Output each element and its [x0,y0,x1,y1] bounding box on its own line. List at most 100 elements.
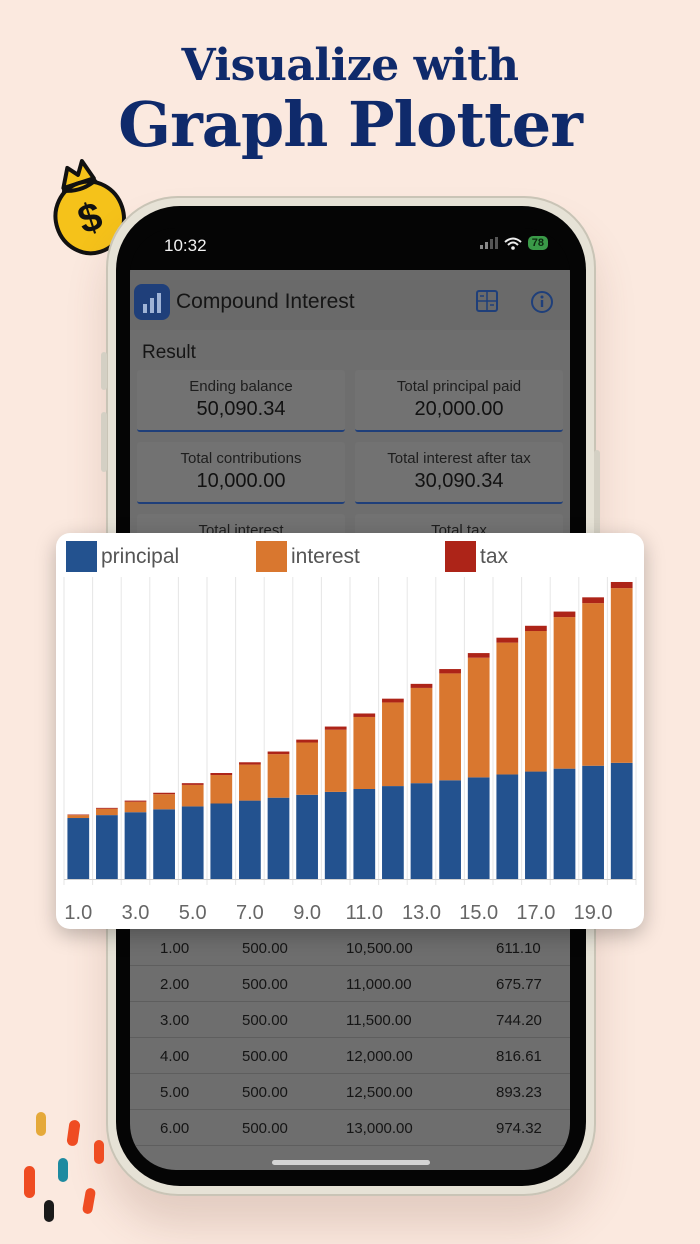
legend-item-interest: interest [256,541,360,572]
table-row[interactable]: 1.00 500.00 10,500.00 611.10 [130,930,570,966]
x-tick-label: 5.0 [179,902,207,924]
bar-principal-8 [267,797,290,879]
bar-interest-12 [382,702,404,787]
bar-tax-1 [67,814,90,816]
x-tick-label: 15.0 [459,902,498,924]
bar-tax-13 [410,683,433,688]
bar-interest-20 [610,588,633,763]
chart-plot-area: 1.0 3.0 5.0 7.0 9.0 11.0 13.0 15.0 17.0 19.0 [63,577,637,924]
x-tick-label: 19.0 [574,902,613,924]
home-indicator[interactable] [272,1160,430,1165]
headline-line-2: Graph Plotter [118,88,583,161]
decor-dash [58,1158,68,1182]
result-section-title: Result [142,342,196,363]
bar-interest-8 [267,754,290,798]
cell-year: 1.00 [160,940,190,957]
info-icon[interactable] [530,290,554,314]
bar-interest-11 [353,716,376,789]
cell-principal: 11,500.00 [346,1012,412,1029]
table-row[interactable]: 4.00 500.00 12,000.00 816.61 [130,1038,570,1074]
x-tick-label: 11.0 [346,902,383,924]
cell-year: 2.00 [160,976,190,993]
bar-tax-6 [210,773,233,776]
cell-contribution: 500.00 [242,1120,288,1137]
bar-interest-5 [181,784,204,807]
bar-principal-11 [353,788,376,879]
cell-year: 3.00 [160,1012,190,1029]
legend-swatch-interest [256,541,287,572]
bar-principal-9 [296,794,318,879]
cell-principal: 11,000.00 [346,976,412,993]
battery-icon: 78 [527,236,548,250]
decor-dash [24,1166,35,1198]
cell-interest: 893.23 [496,1084,542,1101]
bar-interest-19 [582,603,604,766]
result-card-interest-after-tax: Total interest after tax 30,090.34 [355,442,563,504]
card-value: 10,000.00 [196,470,286,492]
legend-swatch-tax [445,541,476,572]
wifi-icon [504,237,522,250]
bar-interest-3 [124,801,147,813]
bar-principal-17 [525,771,547,879]
decor-dash [66,1119,81,1147]
bar-tax-11 [353,713,376,717]
legend-label: principal [101,544,180,568]
cell-principal: 12,000.00 [346,1048,413,1065]
cell-contribution: 500.00 [242,976,288,993]
status-time: 10:32 [164,236,207,255]
chart-legend: principal interest tax [66,541,636,573]
decor-dash [36,1112,46,1136]
cell-principal: 12,500.00 [346,1084,413,1101]
app-bar: Compound Interest [130,270,570,330]
bar-interest-17 [525,631,547,772]
card-value: 20,000.00 [414,398,504,420]
cell-contribution: 500.00 [242,1048,288,1065]
card-label: Total contributions [180,450,302,467]
x-tick-label: 7.0 [236,902,264,924]
result-card-total-principal: Total principal paid 20,000.00 [355,370,563,432]
bar-tax-16 [496,637,519,643]
bar-tax-5 [181,783,204,785]
bar-interest-4 [153,794,175,810]
bar-tax-15 [467,653,490,658]
status-icons: 78 [479,236,548,250]
bar-tax-2 [96,807,118,809]
cell-interest: 675.77 [496,976,542,993]
headline-line-1: Visualize with [181,40,520,91]
phone-side-button [101,352,107,390]
bar-interest-2 [96,808,118,816]
x-tick-label: 3.0 [122,902,150,924]
bar-interest-18 [553,617,576,769]
bar-principal-1 [67,818,90,879]
table-row[interactable]: 3.00 500.00 11,500.00 744.20 [130,1002,570,1038]
bar-tax-9 [296,739,318,743]
headline: Visualize with Graph Plotter [0,40,700,158]
legend-label: tax [480,544,509,568]
legend-item-tax: tax [445,541,508,572]
cell-contribution: 500.00 [242,940,288,957]
bar-principal-19 [582,765,604,879]
bar-principal-14 [439,780,461,879]
table-row[interactable]: 5.00 500.00 12,500.00 893.23 [130,1074,570,1110]
legend-swatch-principal [66,541,97,572]
legend-item-principal: principal [66,541,179,572]
bar-interest-7 [239,764,261,801]
phone-side-button [594,450,600,540]
bar-tax-19 [582,597,604,604]
bar-tax-4 [153,792,175,795]
table-row[interactable]: 6.00 500.00 13,000.00 974.32 [130,1110,570,1146]
bar-interest-9 [296,742,318,795]
bar-tax-18 [553,611,576,618]
bar-interest-10 [324,729,347,792]
bar-tax-3 [124,800,147,802]
x-tick-label: 17.0 [516,902,555,924]
table-row[interactable]: 2.00 500.00 11,000.00 675.77 [130,966,570,1002]
bar-principal-3 [124,812,147,879]
result-card-ending-balance: Ending balance 50,090.34 [137,370,345,432]
bar-interest-15 [467,657,490,778]
cell-interest: 744.20 [496,1012,542,1029]
cell-year: 5.00 [160,1084,190,1101]
calculator-icon[interactable] [476,290,498,312]
bar-principal-13 [410,783,433,879]
money-bag-icon: $ [53,159,126,256]
